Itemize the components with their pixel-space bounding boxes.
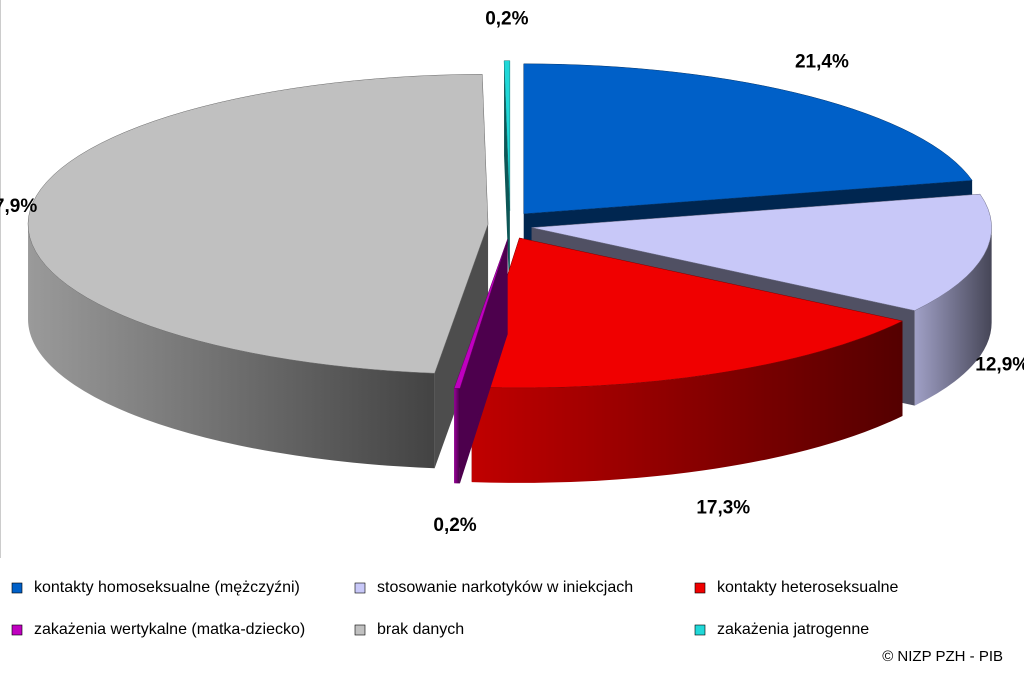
slice	[531, 193, 992, 311]
slice-wall	[28, 224, 435, 469]
data-label: 0,2%	[433, 515, 476, 536]
source: © NIZP PZH - PIB	[882, 648, 1003, 665]
pie	[27, 60, 992, 484]
legend-swatch	[694, 624, 706, 636]
slice-wall	[914, 227, 992, 406]
legend-swatch	[354, 582, 366, 594]
legend-label: zakażenia wertykalne (matka-dziecko)	[34, 621, 305, 638]
slice	[471, 237, 904, 389]
legend-swatch	[354, 624, 366, 636]
legend: kontakty homoseksualne (mężczyźni) stosow…	[11, 579, 899, 638]
slice-side	[454, 239, 508, 484]
data-label: 47,9%	[0, 196, 37, 217]
slice-side	[434, 224, 489, 469]
legend-label: stosowanie narkotyków w iniekcjach	[377, 579, 633, 596]
legend-swatch	[11, 624, 23, 636]
slice	[27, 74, 489, 374]
slice	[503, 60, 511, 211]
legend-label: brak danych	[377, 621, 464, 638]
slice	[453, 239, 508, 389]
data-label: 21,4%	[795, 52, 849, 73]
data-label: 17,3%	[696, 498, 750, 519]
slice-side	[504, 60, 510, 306]
data-label: 0,2%	[485, 9, 528, 30]
legend-swatch	[694, 582, 706, 594]
legend-label: zakażenia jatrogenne	[717, 621, 869, 638]
legend-label: kontakty homoseksualne (mężczyźni)	[34, 579, 300, 596]
slice-wall	[454, 388, 460, 484]
slice	[523, 63, 973, 215]
legend-label: kontakty heteroseksualne	[717, 579, 899, 596]
slice-wall	[471, 320, 903, 483]
data-label: 12,9%	[975, 354, 1024, 375]
legend-swatch	[11, 582, 23, 594]
